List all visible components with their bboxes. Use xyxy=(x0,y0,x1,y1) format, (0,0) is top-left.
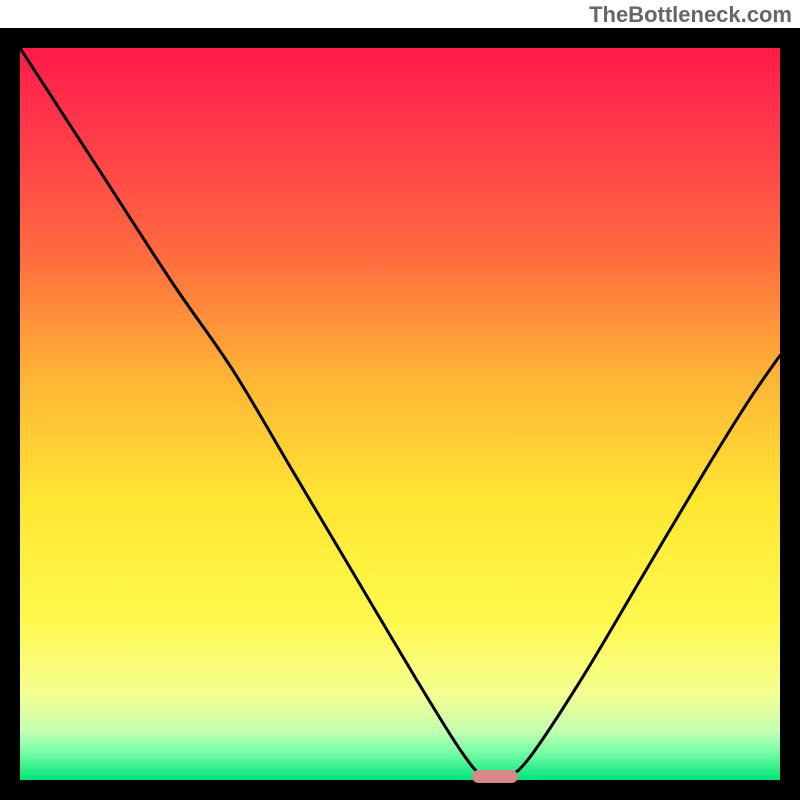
frame-right xyxy=(780,28,800,800)
bottleneck-curve xyxy=(20,48,780,780)
plot-area xyxy=(20,48,780,780)
frame-bottom xyxy=(0,780,800,800)
frame-top xyxy=(0,28,800,48)
watermark-text: TheBottleneck.com xyxy=(589,2,792,28)
chart-container: { "watermark": { "text": "TheBottleneck.… xyxy=(0,0,800,800)
frame-left xyxy=(0,28,20,800)
optimal-marker xyxy=(472,770,518,783)
